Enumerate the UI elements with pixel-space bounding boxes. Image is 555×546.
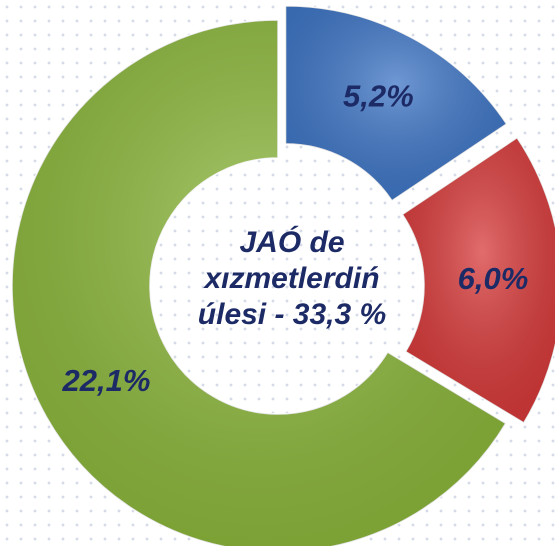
segment-shade <box>285 5 507 201</box>
data-label: 5,2% <box>343 78 414 113</box>
segment-shade <box>402 137 555 423</box>
center-text: JAÓ de <box>239 225 344 259</box>
center-text: úlesi - 33,3 % <box>198 298 386 331</box>
data-label: 6,0% <box>458 261 529 296</box>
center-text: xızmetlerdiń <box>202 262 379 295</box>
segment-shade <box>12 20 506 546</box>
data-label: 22,1% <box>62 363 151 398</box>
segments <box>11 5 555 546</box>
